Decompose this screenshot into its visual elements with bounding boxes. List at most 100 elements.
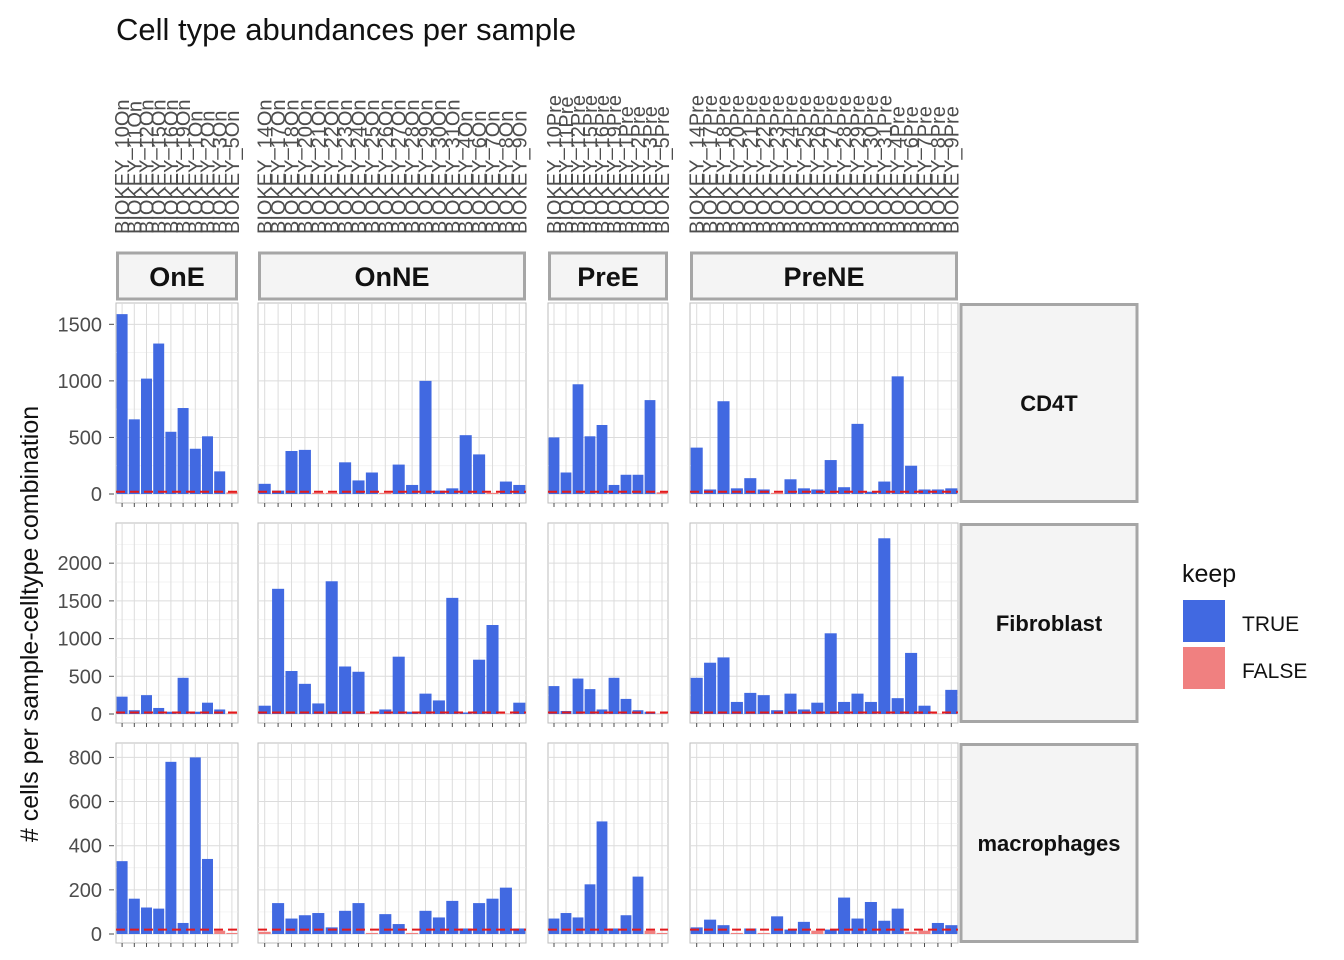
bar-biokey-30on-cd4t bbox=[432, 490, 445, 494]
sample-label: BIOKEY_29Pre bbox=[848, 95, 870, 234]
bar-biokey-26on-cd4t bbox=[379, 492, 392, 494]
legend-key-false bbox=[1183, 647, 1225, 689]
strip-macrophages bbox=[959, 743, 1139, 943]
bar-biokey-16pre-macrophages bbox=[596, 821, 608, 934]
bar-biokey-6pre-macrophages bbox=[905, 931, 918, 934]
sample-label: BIOKEY_3On bbox=[210, 111, 232, 234]
sample-label: BIOKEY_15On bbox=[149, 99, 171, 234]
bar-biokey-6pre-cd4t bbox=[905, 465, 918, 494]
bar-biokey-30on-macrophages bbox=[432, 917, 445, 934]
sample-label: BIOKEY_12Pre bbox=[568, 95, 590, 234]
y-tick-label: 1500 bbox=[58, 591, 103, 613]
sample-label: BIOKEY_23Pre bbox=[767, 95, 789, 234]
bar-biokey-6on-fibroblast bbox=[473, 659, 486, 714]
bar-biokey-19pre-fibroblast bbox=[608, 677, 620, 714]
bar-biokey-19pre-cd4t bbox=[608, 484, 620, 494]
bar-biokey-9on-macrophages bbox=[513, 928, 526, 934]
sample-label: BIOKEY_6Pre bbox=[901, 106, 923, 234]
sample-label: BIOKEY_6On bbox=[469, 111, 491, 234]
bar-biokey-12pre-macrophages bbox=[572, 917, 584, 934]
bar-biokey-14pre-macrophages bbox=[690, 927, 703, 934]
bar-biokey-2pre-macrophages bbox=[632, 876, 644, 934]
sample-label: BIOKEY_11Pre bbox=[556, 97, 578, 234]
sample-label: BIOKEY_27Pre bbox=[821, 95, 843, 234]
panel-background bbox=[257, 742, 527, 944]
bar-biokey-1on-cd4t bbox=[189, 448, 201, 494]
bar-biokey-24pre-cd4t bbox=[784, 479, 797, 494]
legend: keep TRUE FALSE bbox=[1182, 560, 1307, 689]
legend-label-false: FALSE bbox=[1242, 660, 1307, 683]
sample-label: BIOKEY_24Pre bbox=[781, 95, 803, 234]
bar-biokey-21on-macrophages bbox=[312, 913, 325, 934]
bar-biokey-14on-fibroblast bbox=[258, 705, 271, 714]
bar-biokey-8on-macrophages bbox=[499, 887, 512, 934]
bar-biokey-14on-cd4t bbox=[258, 483, 271, 494]
bar-biokey-19on-macrophages bbox=[177, 922, 189, 934]
sample-label: BIOKEY_18Pre bbox=[714, 95, 736, 234]
bar-biokey-10on-fibroblast bbox=[116, 696, 128, 714]
sample-label: BIOKEY_19Pre bbox=[604, 95, 626, 234]
sample-label: BIOKEY_21On bbox=[308, 99, 330, 234]
bar-biokey-7pre-macrophages bbox=[918, 930, 931, 934]
y-tick-label: 0 bbox=[91, 704, 102, 726]
legend-label-true: TRUE bbox=[1242, 613, 1299, 636]
bar-biokey-14pre-fibroblast bbox=[690, 677, 703, 714]
sample-label: BIOKEY_7Pre bbox=[915, 106, 937, 234]
sample-label: BIOKEY_23On bbox=[335, 99, 357, 234]
bar-biokey-23on-cd4t bbox=[339, 462, 352, 494]
bar-biokey-20pre-fibroblast bbox=[730, 701, 743, 714]
sample-label: BIOKEY_5On bbox=[222, 111, 244, 234]
bar-biokey-29on-fibroblast bbox=[419, 693, 432, 714]
bar-biokey-25on-macrophages bbox=[365, 932, 378, 934]
bar-biokey-15on-cd4t bbox=[153, 343, 165, 494]
sample-label: BIOKEY_26On bbox=[375, 99, 397, 234]
bar-biokey-27pre-fibroblast bbox=[824, 633, 837, 714]
panel-pree-macrophages bbox=[547, 742, 669, 947]
sample-label: BIOKEY_22On bbox=[322, 99, 344, 234]
bar-biokey-25pre-macrophages bbox=[797, 921, 810, 934]
bar-biokey-24on-fibroblast bbox=[352, 671, 365, 714]
y-tick-label: 600 bbox=[69, 792, 102, 814]
bar-biokey-3pre-macrophages bbox=[644, 930, 656, 934]
sample-label: BIOKEY_22Pre bbox=[754, 95, 776, 234]
strip-label-one: OnE bbox=[149, 262, 205, 292]
panel-background bbox=[257, 522, 527, 724]
sample-label: BIOKEY_8On bbox=[496, 111, 518, 234]
sample-label: BIOKEY_14Pre bbox=[687, 95, 709, 234]
bar-biokey-21pre-fibroblast bbox=[744, 692, 757, 714]
sample-label: BIOKEY_8Pre bbox=[928, 106, 950, 234]
sample-label: BIOKEY_29On bbox=[416, 99, 438, 234]
strip-label-cd4t: CD4T bbox=[1020, 391, 1078, 416]
bar-biokey-24on-macrophages bbox=[352, 903, 365, 934]
bar-biokey-28pre-cd4t bbox=[838, 487, 851, 494]
panel-prene-fibroblast bbox=[689, 522, 959, 727]
chart-title: Cell type abundances per sample bbox=[116, 12, 576, 47]
bar-biokey-10pre-cd4t bbox=[548, 437, 560, 494]
bar-biokey-2on-macrophages bbox=[202, 858, 213, 934]
bar-biokey-4pre-macrophages bbox=[891, 908, 904, 934]
panel-background bbox=[689, 742, 959, 944]
bar-biokey-27on-cd4t bbox=[392, 464, 405, 494]
bar-biokey-9pre-fibroblast bbox=[945, 689, 958, 714]
bar-biokey-11on-cd4t bbox=[128, 419, 140, 494]
sample-label: BIOKEY_20On bbox=[295, 99, 317, 234]
bar-biokey-12on-fibroblast bbox=[141, 695, 152, 714]
strip-label-onne: OnNE bbox=[354, 262, 429, 292]
sample-label: BIOKEY_1Pre bbox=[616, 106, 638, 234]
sample-label: BIOKEY_19On bbox=[173, 99, 195, 234]
sample-label: BIOKEY_17On bbox=[268, 99, 290, 234]
bar-biokey-19on-cd4t bbox=[177, 408, 189, 494]
bar-biokey-4on-cd4t bbox=[459, 435, 472, 494]
bar-biokey-17pre-fibroblast bbox=[704, 662, 717, 714]
sample-label: BIOKEY_25On bbox=[362, 99, 384, 234]
sample-label: BIOKEY_27On bbox=[389, 99, 411, 234]
bar-biokey-12pre-fibroblast bbox=[572, 678, 584, 714]
bar-biokey-17on-macrophages bbox=[272, 903, 285, 934]
bar-biokey-27pre-macrophages bbox=[824, 929, 837, 934]
bar-biokey-14on-macrophages bbox=[258, 931, 271, 934]
bar-biokey-9on-cd4t bbox=[513, 484, 526, 494]
panel-pree-cd4t bbox=[547, 302, 669, 507]
bar-biokey-1on-macrophages bbox=[189, 757, 201, 934]
bar-biokey-12pre-cd4t bbox=[572, 384, 584, 494]
